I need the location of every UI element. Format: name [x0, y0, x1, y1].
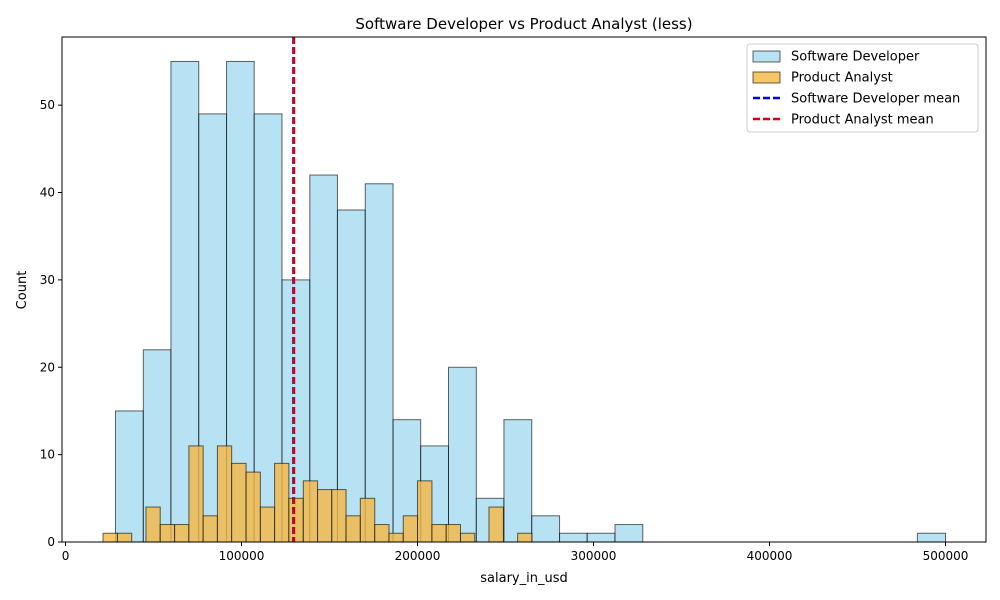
bar-1-7: [216, 445, 233, 543]
bars-layer: [102, 60, 947, 543]
bar-0-17: [586, 532, 616, 543]
bar-1-3: [159, 524, 176, 543]
bar-0-14: [503, 419, 533, 543]
y-tick-label-5: 50: [40, 98, 55, 112]
bar-1-15: [331, 489, 347, 543]
bar-1-10: [259, 506, 276, 543]
x-tick-label-0: 0: [62, 549, 70, 563]
y-tick-label-4: 40: [40, 186, 55, 200]
bar-1-21: [417, 480, 433, 543]
bar-1-19: [388, 532, 404, 543]
legend-label-1: Product Analyst: [791, 71, 893, 86]
bar-1-6: [202, 515, 218, 543]
y-tick-label-3: 30: [40, 273, 55, 287]
bar-0-9: [364, 183, 394, 543]
bar-0-19: [916, 532, 947, 543]
legend-label-2: Software Developer mean: [791, 92, 960, 107]
bar-1-26: [517, 532, 533, 543]
bar-1-17: [359, 497, 376, 543]
bar-1-23: [445, 524, 461, 543]
y-axis-ticks: 0 10 20 30 40 50: [40, 98, 62, 549]
bar-1-18: [374, 524, 390, 543]
bar-1-16: [345, 515, 361, 543]
bar-1-0: [102, 532, 118, 543]
bar-1-9: [245, 471, 261, 543]
bar-1-13: [302, 480, 319, 543]
bar-1-24: [459, 532, 476, 543]
x-tick-label-1: 100000: [219, 549, 265, 563]
legend-label-3: Product Analyst mean: [791, 113, 934, 128]
bar-1-14: [317, 489, 333, 543]
y-tick-label-2: 20: [40, 360, 55, 374]
x-axis-label: salary_in_usd: [480, 571, 567, 586]
legend-label-0: Software Developer: [791, 50, 920, 65]
bar-1-12: [288, 497, 304, 543]
bar-1-5: [188, 445, 204, 543]
bar-1-1: [116, 532, 133, 543]
x-axis-ticks: 0 100000 200000 300000 400000 500000: [62, 542, 969, 563]
y-tick-label-1: 10: [40, 448, 55, 462]
y-tick-label-0: 0: [47, 535, 55, 549]
bar-1-22: [431, 524, 447, 543]
legend-swatch-0: [752, 50, 781, 63]
bar-0-16: [559, 532, 588, 543]
bar-0-12: [448, 366, 477, 543]
plot-frame: [61, 36, 987, 543]
bar-1-4: [174, 524, 190, 543]
legend-box: [746, 43, 979, 133]
bar-0-18: [614, 524, 644, 543]
x-tick-label-4: 400000: [747, 549, 793, 563]
x-tick-label-2: 200000: [395, 549, 441, 563]
chart-title: Software Developer vs Product Analyst (l…: [355, 15, 692, 33]
bar-1-25: [488, 506, 504, 543]
x-tick-label-3: 300000: [571, 549, 617, 563]
bar-1-2: [145, 506, 161, 543]
mean-lines-layer: [292, 37, 296, 542]
bar-0-0: [115, 410, 144, 543]
bar-1-8: [231, 462, 247, 543]
legend-swatch-1: [752, 71, 781, 84]
bar-1-20: [402, 515, 419, 543]
x-tick-label-5: 500000: [923, 549, 969, 563]
bar-1-11: [274, 462, 290, 543]
bar-0-15: [531, 515, 561, 543]
y-axis-label: Count: [15, 271, 30, 310]
legend: Software Developer Product Analyst Softwar…: [746, 43, 979, 133]
